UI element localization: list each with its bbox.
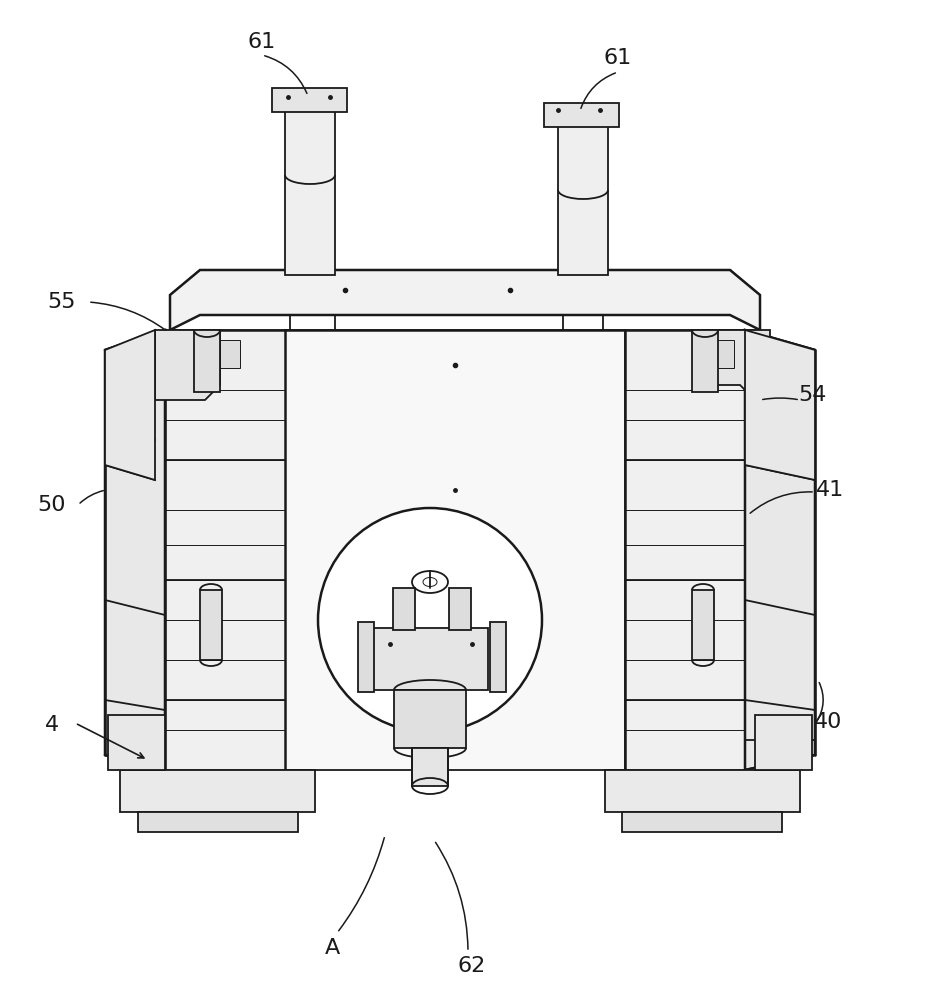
Circle shape	[318, 508, 542, 732]
Bar	[622, 812, 782, 832]
Bar	[605, 770, 800, 812]
Bar	[120, 770, 315, 812]
Bar	[692, 340, 714, 368]
Bar	[394, 690, 466, 748]
Text: 40: 40	[813, 712, 842, 732]
Text: 61: 61	[248, 32, 276, 52]
Polygon shape	[745, 330, 815, 770]
Bar	[490, 622, 506, 692]
Text: 41: 41	[816, 480, 844, 500]
Bar	[272, 88, 347, 112]
Polygon shape	[170, 270, 760, 330]
Polygon shape	[155, 330, 220, 400]
Polygon shape	[105, 330, 165, 770]
Bar	[692, 330, 718, 392]
Polygon shape	[105, 330, 155, 480]
Bar	[198, 340, 220, 368]
Bar	[692, 590, 714, 660]
Bar	[220, 340, 240, 368]
Bar	[285, 330, 625, 770]
Bar	[372, 628, 488, 690]
Polygon shape	[745, 330, 815, 480]
Polygon shape	[625, 330, 745, 770]
Bar	[558, 115, 608, 275]
Bar	[714, 340, 734, 368]
Polygon shape	[165, 330, 285, 770]
Text: 4: 4	[45, 715, 59, 735]
Text: A: A	[324, 938, 339, 958]
Bar	[200, 590, 222, 660]
Bar	[544, 103, 619, 127]
Polygon shape	[705, 330, 770, 400]
Bar	[108, 715, 165, 770]
Text: 50: 50	[37, 495, 66, 515]
Bar	[755, 715, 812, 770]
Bar	[393, 588, 415, 630]
Bar	[412, 748, 448, 786]
Bar	[194, 330, 220, 392]
Bar	[285, 100, 335, 275]
Text: 54: 54	[798, 385, 827, 405]
Bar	[358, 622, 374, 692]
Bar	[449, 588, 471, 630]
Text: 55: 55	[48, 292, 77, 312]
Text: 61: 61	[604, 48, 632, 68]
Bar	[138, 812, 298, 832]
Text: 62: 62	[458, 956, 486, 976]
